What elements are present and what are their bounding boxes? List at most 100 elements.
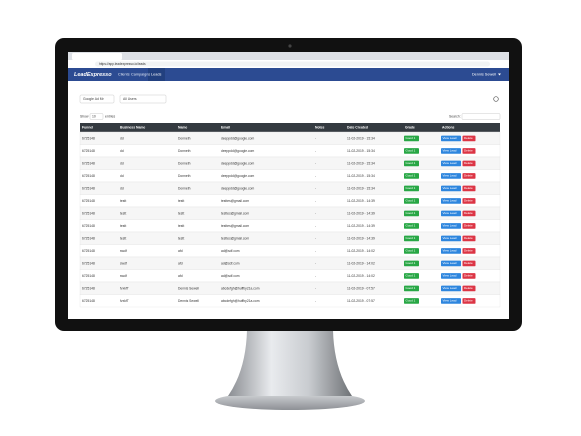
table-cell: 6725148: [82, 224, 95, 228]
table-cell: dd: [120, 149, 124, 153]
column-header[interactable]: Name: [178, 126, 187, 130]
grade-badge: [404, 210, 419, 217]
view-lead-button[interactable]: [441, 135, 461, 142]
delete-button[interactable]: [462, 198, 476, 204]
table-cell: -: [315, 186, 316, 190]
grade-badge: [404, 198, 419, 204]
view-lead-button[interactable]: [441, 260, 461, 267]
grade-label: Good 1: [406, 249, 416, 253]
user-select[interactable]: [119, 94, 167, 104]
delete-label: Delete: [464, 186, 473, 190]
view-lead-label: View Lead: [443, 261, 457, 265]
user-menu[interactable]: Dennis Sewell: [472, 73, 496, 77]
grade-label: Good 1: [406, 149, 416, 153]
column-header[interactable]: Actions: [442, 126, 455, 130]
camera: [288, 44, 292, 48]
table-cell: -: [315, 224, 316, 228]
delete-button[interactable]: [462, 248, 476, 254]
view-lead-button[interactable]: [441, 298, 461, 304]
table-cell: 6725148: [82, 299, 95, 303]
delete-label: Delete: [464, 286, 473, 290]
refresh-icon[interactable]: [493, 96, 499, 102]
grade-label: Good 1: [406, 274, 416, 278]
delete-label: Delete: [464, 211, 473, 215]
table-cell: 11-02-2019 - 15:34: [347, 161, 375, 165]
table-cell: swdf: [120, 274, 127, 278]
entries-count: 10: [92, 115, 96, 119]
view-lead-button[interactable]: [441, 173, 461, 179]
delete-label: Delete: [464, 274, 473, 278]
delete-button[interactable]: [462, 273, 476, 279]
column-header[interactable]: Notes: [315, 126, 325, 130]
table-cell: deeppdd@google.com: [221, 161, 254, 165]
tab-bar: [68, 52, 509, 60]
delete-button[interactable]: [462, 235, 476, 242]
delete-button[interactable]: [462, 148, 476, 154]
table-cell: -: [315, 299, 316, 303]
table-cell: -: [315, 136, 316, 140]
search-label: Search:: [449, 114, 461, 118]
table-cell: 11-02-2019 - 07:57: [347, 299, 375, 303]
table-cell: -: [315, 261, 316, 265]
delete-button[interactable]: [462, 135, 476, 142]
delete-button[interactable]: [462, 185, 476, 192]
table-cell: abcdefgh@huffby21a.com: [221, 299, 260, 303]
delete-button[interactable]: [462, 223, 476, 229]
column-header[interactable]: Email: [221, 126, 230, 130]
entries-select[interactable]: [89, 113, 104, 120]
table-cell: dd: [120, 186, 124, 190]
delete-button[interactable]: [462, 173, 476, 179]
delete-button[interactable]: [462, 160, 476, 167]
campaign-select-value: Google Ad Mr: [83, 97, 105, 101]
column-header[interactable]: Grade: [405, 126, 415, 130]
table-cell: -: [315, 211, 316, 215]
column-header[interactable]: Business Name: [120, 126, 145, 130]
delete-button[interactable]: [462, 210, 476, 217]
table-row: [79, 156, 501, 170]
view-lead-button[interactable]: [441, 223, 461, 229]
table-cell: 11-02-2019 - 14:02: [347, 261, 375, 265]
search-input[interactable]: [461, 113, 501, 120]
table-row: [79, 231, 501, 245]
table-row: [79, 256, 501, 270]
delete-button[interactable]: [462, 260, 476, 267]
table-cell: deeppdd@google.com: [221, 149, 254, 153]
view-lead-button[interactable]: [441, 198, 461, 204]
table-cell: 6725148: [82, 261, 95, 265]
table-cell: testt: [178, 199, 184, 203]
grade-label: Good 1: [406, 186, 416, 190]
view-lead-button[interactable]: [441, 148, 461, 154]
address-bar[interactable]: [95, 61, 490, 67]
brand[interactable]: LeadExpresso: [74, 72, 112, 78]
column-header[interactable]: Date Created: [347, 126, 368, 130]
table-cell: Donneth: [178, 149, 191, 153]
browser-tab[interactable]: [72, 53, 122, 60]
delete-button[interactable]: [462, 298, 476, 304]
grade-badge: [404, 298, 419, 304]
table-cell: 11-02-2019 - 15:34: [347, 136, 375, 140]
view-lead-label: View Lead: [443, 224, 457, 228]
table-header: [80, 123, 500, 132]
entries-label: entries: [105, 114, 115, 118]
grade-badge: [404, 160, 419, 167]
nav-link[interactable]: Campaigns: [131, 73, 150, 77]
column-header[interactable]: Funnel: [82, 126, 93, 130]
view-lead-button[interactable]: [441, 273, 461, 279]
table-cell: ad@sdf.com: [221, 261, 240, 265]
view-lead-button[interactable]: [441, 160, 461, 167]
view-lead-label: View Lead: [443, 286, 457, 290]
url: https://app.leadexpresso.io/leads: [99, 62, 146, 66]
delete-button[interactable]: [462, 285, 476, 292]
table-cell: testt: [120, 211, 126, 215]
view-lead-button[interactable]: [441, 285, 461, 292]
view-lead-button[interactable]: [441, 248, 461, 254]
nav-link[interactable]: Leads: [151, 73, 161, 77]
nav-link[interactable]: Clients: [118, 73, 130, 77]
view-lead-label: View Lead: [443, 136, 457, 140]
grade-label: Good 1: [406, 211, 416, 215]
table-cell: dd: [120, 161, 124, 165]
view-lead-button[interactable]: [441, 210, 461, 217]
campaign-select[interactable]: [79, 94, 115, 104]
view-lead-button[interactable]: [441, 185, 461, 192]
view-lead-button[interactable]: [441, 235, 461, 242]
